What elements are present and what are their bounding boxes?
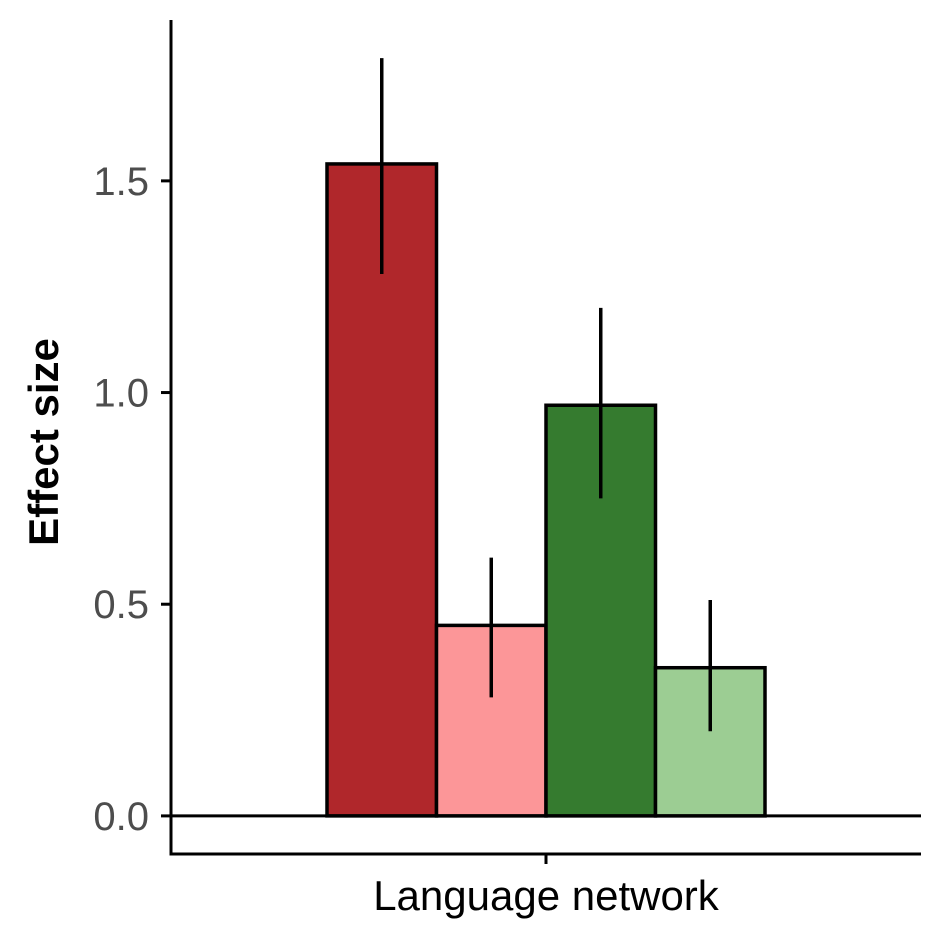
y-tick-label: 0.0 (93, 795, 149, 839)
error-bars-layer (380, 58, 712, 732)
y-axis-title: Effect size (20, 338, 67, 546)
y-tick-label: 1.0 (93, 372, 149, 416)
x-tick-label: Language network (373, 872, 720, 919)
x-axis-ticks: Language network (373, 854, 720, 919)
y-axis-ticks: 0.0 0.5 1.0 1.5 (93, 160, 171, 839)
bar (653, 665, 767, 818)
bars-layer (325, 162, 767, 818)
y-tick-label: 0.5 (93, 583, 149, 627)
y-tick-label: 1.5 (93, 160, 149, 204)
